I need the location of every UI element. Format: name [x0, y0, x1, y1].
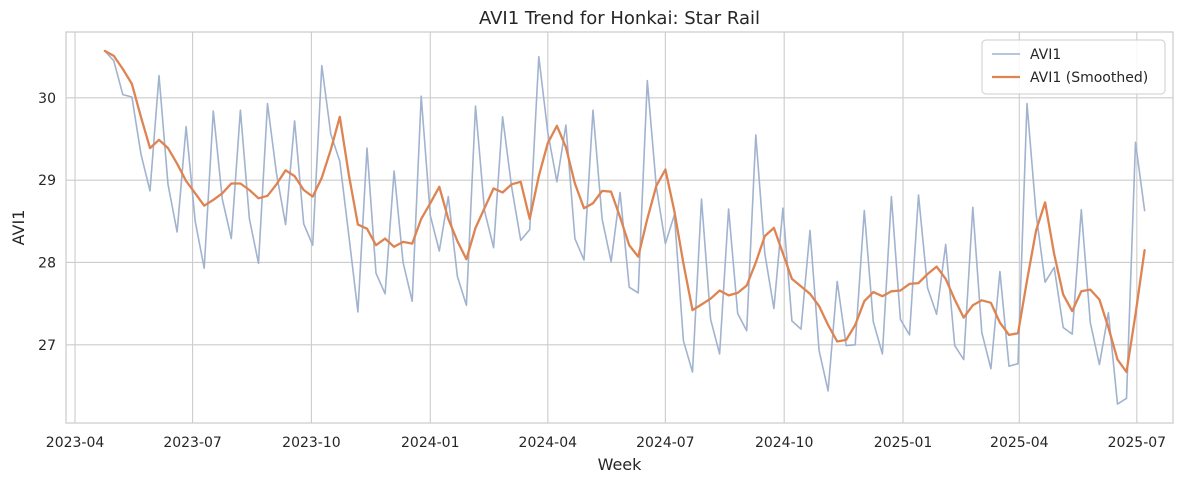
y-tick-label: 30 — [38, 91, 56, 107]
x-tick-label: 2025-01 — [874, 435, 933, 451]
legend-label: AVI1 (Smoothed) — [1030, 70, 1148, 86]
legend-label: AVI1 — [1030, 47, 1061, 63]
x-tick-label: 2025-04 — [990, 435, 1049, 451]
x-tick-label: 2023-10 — [282, 435, 341, 451]
x-tick-label: 2025-07 — [1108, 435, 1167, 451]
x-tick-label: 2024-10 — [755, 435, 814, 451]
chart-title: AVI1 Trend for Honkai: Star Rail — [479, 8, 760, 29]
x-tick-label: 2024-07 — [636, 435, 695, 451]
y-tick-label: 27 — [38, 338, 56, 354]
plot-frame — [65, 31, 1174, 424]
series-line-avi1-smoothed — [103, 49, 1146, 374]
y-tick-labels: 27 28 29 30 — [38, 91, 56, 354]
x-tick-label: 2024-04 — [519, 435, 578, 451]
x-tick-label: 2024-01 — [401, 435, 460, 451]
y-gridlines — [66, 97, 1173, 346]
x-tick-labels: 2023-04 2023-07 2023-10 2024-01 2024-04 2024-… — [46, 435, 1166, 451]
y-tick-label: 28 — [38, 255, 56, 271]
x-gridlines — [74, 32, 1138, 423]
y-axis-title: AVI1 — [9, 210, 28, 246]
series-layer — [103, 49, 1146, 405]
y-tick-label: 29 — [38, 173, 56, 189]
legend: AVI1 AVI1 (Smoothed) — [981, 39, 1166, 95]
x-tick-label: 2023-07 — [163, 435, 222, 451]
x-axis-title: Week — [598, 455, 643, 474]
x-tick-label: 2023-04 — [46, 435, 105, 451]
legend-box — [981, 39, 1166, 95]
